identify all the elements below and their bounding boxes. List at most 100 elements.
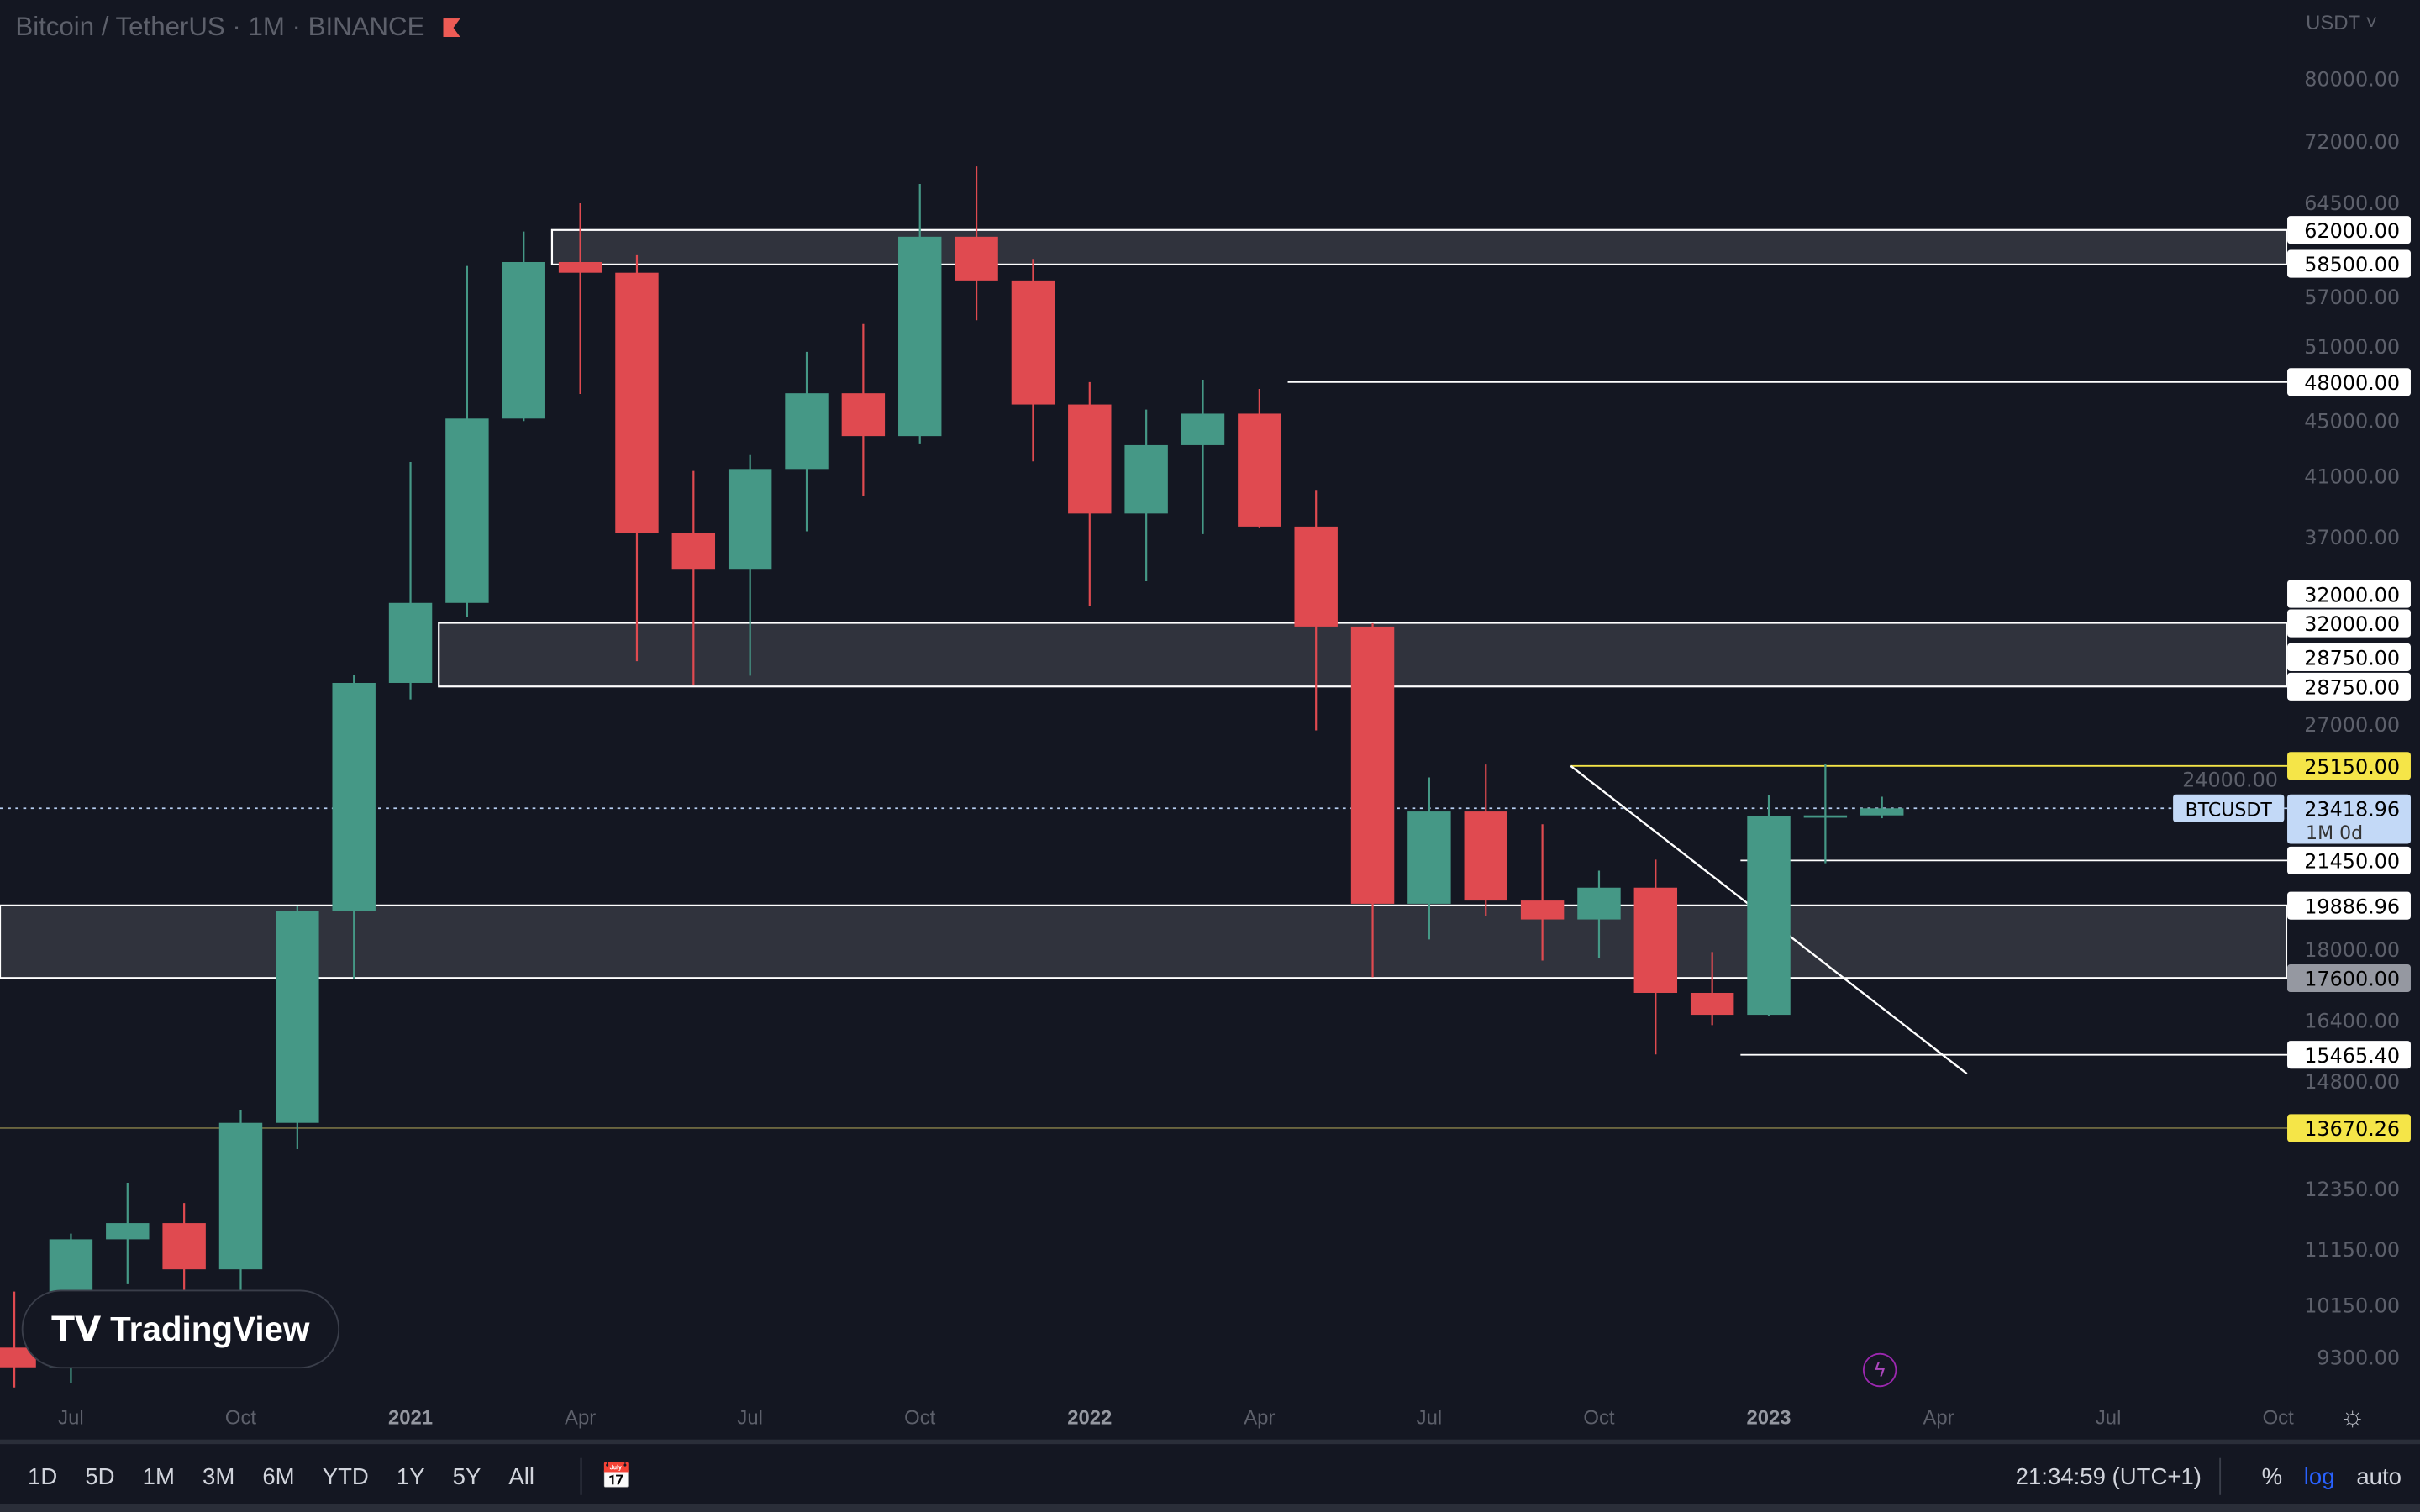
candle-body [841, 393, 886, 437]
clock[interactable]: 21:34:59 (UTC+1) [2015, 1463, 2202, 1490]
bottom-strip [0, 1504, 2420, 1512]
price-tick: 16400.00 [2304, 1009, 2400, 1032]
last-price-value: 23418.96 [2304, 797, 2400, 821]
range-5y[interactable]: 5Y [452, 1463, 481, 1490]
time-tick: Jul [1417, 1406, 1443, 1429]
range-3m[interactable]: 3M [203, 1463, 235, 1490]
interval: 1M [248, 12, 285, 42]
candle-body [1350, 626, 1395, 904]
tv-logo-icon: 𝗧𝗩 [51, 1309, 102, 1348]
zone-price-label-text: 58500.00 [2304, 253, 2400, 276]
symbol-tag: BTCUSDT [2186, 800, 2273, 821]
level-price-label: 25150.00 [2287, 752, 2411, 780]
candle [0, 1291, 36, 1388]
time-tick: 2023 [1746, 1406, 1791, 1429]
symbol-title[interactable]: Bitcoin / TetherUS · 1M · BINANCE [15, 13, 460, 44]
level-price-label-bg [2287, 368, 2411, 396]
price-tick: 10150.00 [2304, 1294, 2400, 1318]
candle-body [445, 418, 489, 603]
price-tick: 64500.00 [2304, 192, 2400, 215]
symbol-name: Bitcoin / TetherUS [15, 12, 225, 42]
range-5d[interactable]: 5D [85, 1463, 115, 1490]
divider [2219, 1457, 2222, 1495]
candle-body [1124, 444, 1168, 514]
range-1y[interactable]: 1Y [396, 1463, 425, 1490]
candle [1181, 379, 1225, 534]
candle-body [1294, 526, 1338, 627]
countdown: 1M 0d [2306, 823, 2363, 844]
price-tick: 80000.00 [2304, 68, 2400, 92]
range-ytd[interactable]: YTD [322, 1463, 369, 1490]
currency-selector[interactable]: USDT ˅ [2306, 10, 2378, 34]
zone-price-label-bg [2287, 672, 2411, 701]
level-price-label-bg [2287, 1114, 2411, 1142]
range-all[interactable]: All [508, 1463, 535, 1490]
candle-body [1747, 816, 1791, 1016]
price-chart[interactable]: 80000.00 72000.00 64500.00 57000.00 51000.00… [0, 0, 2420, 1436]
candle [1124, 409, 1168, 581]
candle-body [388, 602, 433, 683]
candle [388, 462, 433, 700]
candle-body [728, 469, 772, 570]
zone-price-label-text: 19886.96 [2304, 895, 2400, 918]
level-price-label-bg [2287, 846, 2411, 874]
candle [1803, 764, 1848, 864]
last-price-bg [2287, 794, 2411, 844]
zone-price-label: 17600.00 [2287, 963, 2411, 993]
candle [1520, 824, 1565, 961]
level-price-label: 48000.00 [2287, 368, 2411, 396]
candle-body [162, 1223, 206, 1270]
time-tick: Apr [1923, 1406, 1954, 1429]
level-price-label-text: 25150.00 [2304, 755, 2400, 779]
level-price-label: 13670.26 [2287, 1114, 2411, 1142]
candle [1860, 796, 1904, 819]
level-price-label-text: 15465.40 [2304, 1044, 2400, 1068]
range-1m[interactable]: 1M [142, 1463, 175, 1490]
flag-icon[interactable] [443, 18, 460, 38]
price-tick: 72000.00 [2304, 130, 2400, 154]
log-toggle[interactable]: log [2303, 1463, 2335, 1490]
candle [1011, 259, 1055, 462]
goto-date-icon[interactable]: 📅 [601, 1464, 632, 1491]
level-price-label: 21450.00 [2287, 846, 2411, 874]
range-1d[interactable]: 1D [28, 1463, 58, 1490]
time-tick: Oct [225, 1406, 256, 1429]
price-tick: 24000.00 [2182, 769, 2278, 792]
time-tick: Apr [1244, 1406, 1275, 1429]
candle [1634, 859, 1678, 1055]
auto-toggle[interactable]: auto [2356, 1463, 2402, 1490]
zone-price-label: 32000.00 [2287, 609, 2411, 638]
candle [1238, 389, 1281, 528]
price-tick: 11150.00 [2304, 1238, 2400, 1262]
level-price-label-bg [2287, 1041, 2411, 1069]
lightning-icon[interactable]: ϟ [1862, 1352, 1897, 1388]
level-price-label-bg [2287, 752, 2411, 780]
zone-price-label-text: 17600.00 [2304, 968, 2400, 991]
time-tick: 2022 [1067, 1406, 1112, 1429]
candle [841, 323, 886, 496]
zone-rect [550, 228, 2289, 265]
price-tick: 14800.00 [2304, 1070, 2400, 1094]
candle-body [615, 272, 659, 533]
candle [1294, 490, 1338, 731]
zone-price-label-text: 28750.00 [2304, 676, 2400, 700]
candle-body [1407, 811, 1451, 904]
divider [581, 1457, 582, 1495]
range-6m[interactable]: 6M [262, 1463, 295, 1490]
zone-price-label: 28750.00 [2287, 643, 2411, 671]
percent-toggle[interactable]: % [2261, 1463, 2283, 1490]
candle-body [671, 533, 716, 570]
candle-body [785, 393, 829, 470]
zone-price-label-bg [2287, 643, 2411, 671]
time-tick: Oct [1583, 1406, 1614, 1429]
tradingview-logo[interactable]: 𝗧𝗩 TradingView [21, 1289, 340, 1369]
settings-gear-icon[interactable]: ☼ [2339, 1400, 2365, 1432]
zone-price-label-text: 32000.00 [2304, 612, 2400, 636]
candle [106, 1183, 150, 1284]
candle-body [1520, 900, 1565, 920]
candle-body [1634, 887, 1678, 993]
currency-label: USDT [2306, 10, 2360, 34]
zone-price-label-text: 28750.00 [2304, 647, 2400, 670]
level-price-label-text: 13670.26 [2304, 1117, 2400, 1141]
